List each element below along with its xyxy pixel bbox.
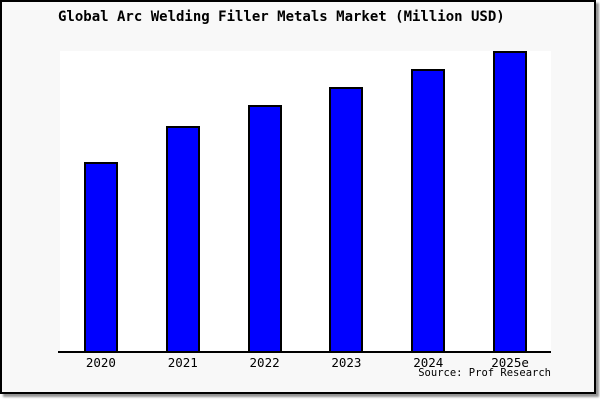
bar-2021 (165, 126, 200, 351)
bar-2024 (411, 69, 446, 351)
x-tick-label-2025e: 2025e (491, 355, 529, 370)
bar-2020 (83, 162, 118, 351)
x-tick-label-2021: 2021 (167, 355, 198, 370)
x-tick-label-2020: 2020 (85, 355, 116, 370)
x-tick-label-2022: 2022 (249, 355, 280, 370)
bar-2023 (329, 87, 364, 351)
x-axis-line (58, 351, 551, 353)
chart-figure: Global Arc Welding Filler Metals Market … (0, 0, 596, 394)
plot-area (58, 51, 551, 353)
bar-2025e (493, 51, 528, 351)
chart-title: Global Arc Welding Filler Metals Market … (58, 9, 505, 25)
bar-2022 (247, 105, 282, 351)
source-label: Source: Prof Research (418, 367, 551, 379)
x-tick-label-2024: 2024 (413, 355, 444, 370)
x-tick-label-2023: 2023 (331, 355, 362, 370)
